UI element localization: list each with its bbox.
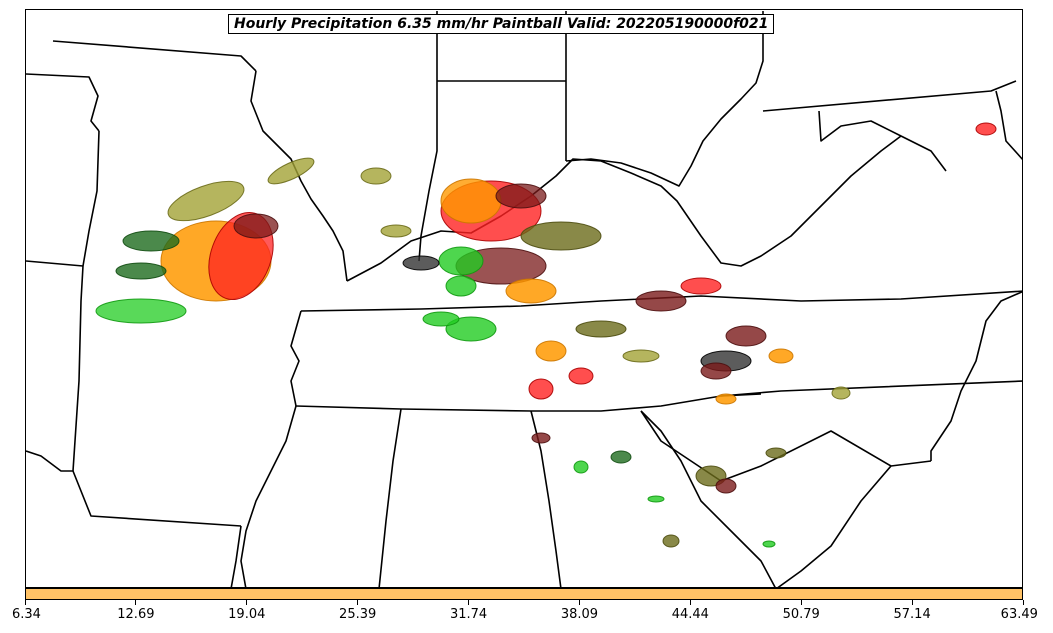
boundary-ny	[995, 90, 1022, 160]
colorbar-tick-label: 44.44	[671, 607, 709, 622]
boundary-ohio-east	[565, 11, 764, 187]
boundary-iowa-missouri	[26, 73, 100, 132]
colorbar-tick-label: 38.09	[560, 607, 599, 622]
boundary-illinois-west	[250, 70, 348, 282]
colorbar-tick-label: 31.74	[449, 607, 488, 622]
colorbar-tick	[468, 600, 470, 605]
colorbar-tick	[911, 600, 913, 605]
colorbar-tick	[135, 600, 137, 605]
colorbar-tick	[800, 600, 802, 605]
precip-cluster-southeast	[531, 122, 997, 548]
coastline-east	[930, 290, 1022, 461]
precip-cluster-ohio-valley	[360, 167, 602, 304]
boundary-sc-coast	[777, 460, 932, 587]
boundary-missouri-west	[72, 130, 100, 472]
boundary-mississippi-river	[240, 405, 297, 587]
boundary-arkansas-north	[230, 525, 242, 587]
colorbar	[25, 588, 1023, 600]
colorbar-tick-label: 50.79	[782, 607, 820, 622]
colorbar-tick	[1022, 600, 1024, 605]
colorbar-tick	[578, 600, 580, 605]
precip-cluster-kentucky	[422, 277, 794, 400]
boundary-va-nc	[720, 380, 1022, 397]
boundary-missouri-ar	[290, 310, 302, 407]
colorbar-tick-label: 19.04	[228, 607, 266, 622]
colorbar-tick	[24, 600, 26, 605]
colorbar-tick-label: 6.34	[11, 607, 41, 622]
map-title: Hourly Precipitation 6.35 mm/hr Paintbal…	[228, 14, 775, 34]
boundary-illinois-east	[418, 11, 438, 262]
colorbar-tick	[357, 600, 359, 605]
boundary-iowa-north	[52, 40, 257, 72]
precip-cluster-missouri	[95, 157, 315, 324]
map-canvas	[26, 11, 1022, 587]
boundary-kansas-oklahoma	[26, 450, 242, 527]
map-panel	[25, 9, 1023, 588]
boundary-tn-south	[295, 393, 762, 412]
colorbar-tick-label: 12.69	[117, 607, 155, 622]
boundary-nc-sc	[640, 410, 892, 482]
boundary-ms-al	[378, 408, 402, 587]
boundary-nebraska-kansas	[26, 260, 84, 267]
colorbar-tick-label: 57.14	[893, 607, 931, 622]
boundary-ga-sc	[640, 410, 776, 587]
precip-contours	[95, 122, 997, 548]
colorbar-tick	[689, 600, 691, 605]
colorbar-tick-label: 63.49	[1000, 607, 1038, 622]
colorbar-tick	[246, 600, 248, 605]
colorbar-tick-label: 25.39	[339, 607, 377, 622]
boundary-md-wv	[818, 110, 947, 172]
boundary-pennsylvania	[762, 80, 1017, 112]
